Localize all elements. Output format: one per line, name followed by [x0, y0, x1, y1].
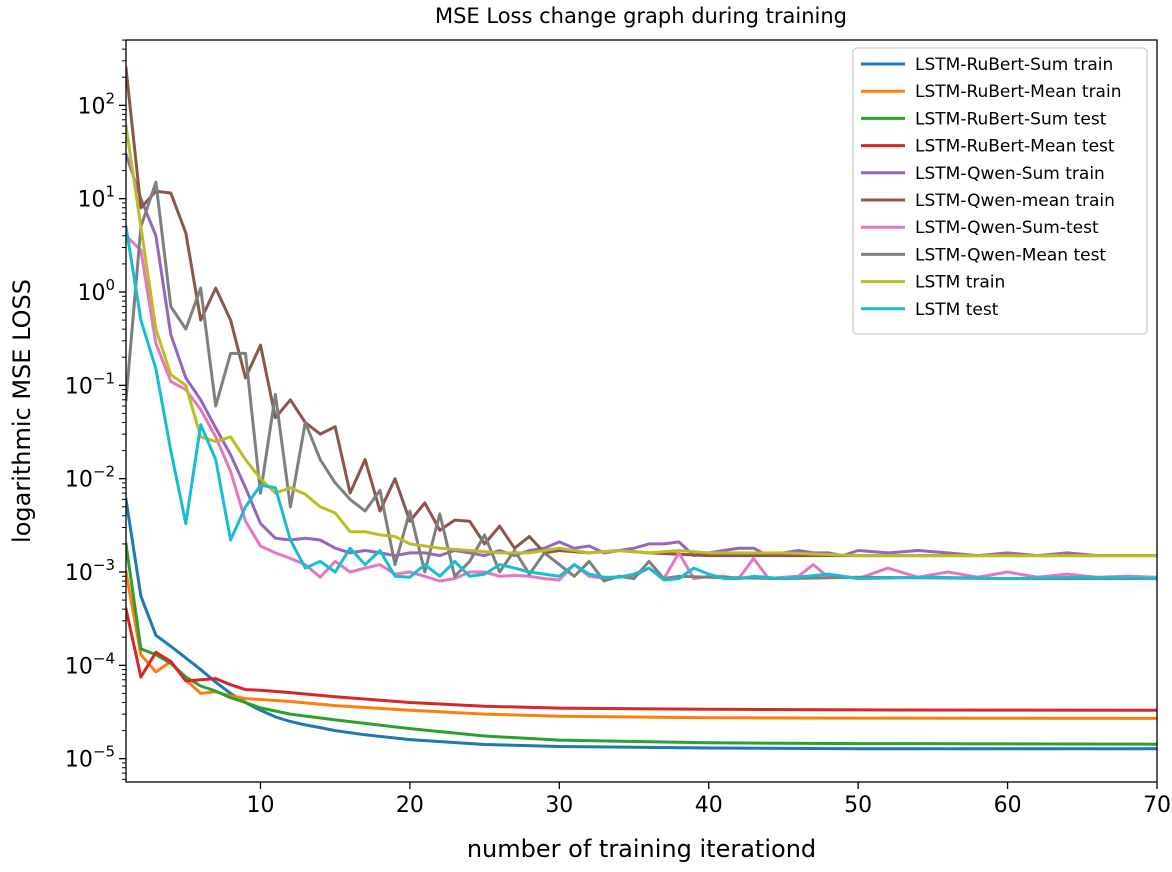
y-tick-label: 10−3	[65, 556, 115, 586]
chart-title: MSE Loss change graph during training	[435, 4, 847, 28]
x-tick-label: 20	[396, 793, 424, 818]
series-layer	[126, 66, 1157, 751]
y-tick-label: 10−2	[65, 463, 115, 493]
legend-label: LSTM-RuBert-Mean test	[915, 137, 1115, 157]
x-tick-label: 50	[844, 793, 872, 818]
y-tick-label: 10−4	[65, 649, 115, 679]
x-axis-label: number of training iterationd	[467, 835, 816, 863]
series-line-8	[126, 180, 1157, 583]
legend-label: LSTM-Qwen-Sum train	[915, 164, 1105, 184]
y-tick-label: 102	[77, 89, 115, 119]
series-line-10	[126, 225, 1157, 582]
legend-label: LSTM-Qwen-Mean test	[915, 245, 1106, 265]
y-tick-label: 101	[77, 183, 115, 213]
x-axis: 10 20 30 40 50 60 70	[246, 782, 1171, 818]
legend-label: LSTM-RuBert-Sum train	[915, 55, 1113, 75]
y-tick-label: 100	[77, 276, 115, 306]
x-tick-label: 40	[695, 793, 723, 818]
series-line-4	[126, 607, 1157, 712]
plot-frame	[125, 39, 1158, 783]
legend: LSTM-RuBert-Sum train LSTM-RuBert-Mean tr…	[852, 47, 1148, 335]
series-line-3	[126, 542, 1157, 746]
y-axis-label: logarithmic MSE LOSS	[8, 279, 36, 543]
y-axis: 10−5 10−4 10−3 10−2 10−1 100 101 102	[65, 39, 126, 780]
legend-label: LSTM-RuBert-Sum test	[915, 109, 1107, 129]
x-tick-label: 60	[994, 793, 1022, 818]
y-tick-label: 10−1	[65, 369, 115, 399]
legend-frame	[852, 47, 1148, 335]
x-tick-label: 10	[246, 793, 274, 818]
legend-label: LSTM-Qwen-Sum-test	[915, 218, 1099, 238]
legend-label: LSTM-Qwen-mean train	[915, 191, 1115, 211]
legend-label: LSTM train	[915, 273, 1005, 293]
x-tick-label: 30	[545, 793, 573, 818]
legend-label: LSTM test	[915, 300, 999, 320]
series-line-5	[126, 152, 1157, 558]
series-line-1	[126, 497, 1157, 751]
x-tick-label: 70	[1143, 793, 1171, 818]
y-tick-label: 10−5	[65, 743, 115, 773]
legend-label: LSTM-RuBert-Mean train	[915, 82, 1121, 102]
